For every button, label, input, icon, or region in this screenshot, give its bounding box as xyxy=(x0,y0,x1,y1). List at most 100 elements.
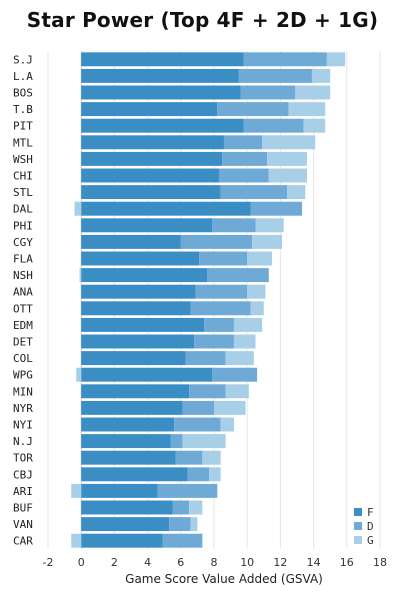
bar-tor-f xyxy=(81,450,176,465)
bar-stl-d xyxy=(220,185,288,200)
bar-edm-g xyxy=(233,317,263,332)
bar-buf-d xyxy=(172,500,190,515)
bar-mtl-d xyxy=(223,135,263,150)
x-tick-label: 18 xyxy=(373,556,387,569)
bar-nsh-f xyxy=(81,268,208,283)
x-tick-label: 10 xyxy=(240,556,254,569)
bar-phi-f xyxy=(81,218,213,233)
legend-label-g: G xyxy=(367,534,374,547)
bar-wsh-d xyxy=(222,151,268,166)
bar-pit-g xyxy=(303,118,326,133)
bar-det-f xyxy=(81,334,195,349)
bar-nj-g xyxy=(182,434,226,449)
legend-swatch-g xyxy=(354,536,362,544)
bar-cgy-f xyxy=(81,234,181,249)
team-label: FLA xyxy=(13,253,33,266)
x-tick-label: -2 xyxy=(43,556,54,569)
legend-swatch-d xyxy=(354,522,362,530)
team-label: DAL xyxy=(13,203,33,216)
bar-tor-d xyxy=(175,450,203,465)
x-tick-label: 14 xyxy=(307,556,321,569)
bar-nyr-g xyxy=(214,400,246,415)
bar-stl-f xyxy=(81,185,221,200)
bar-nj-f xyxy=(81,434,171,449)
team-label: NSH xyxy=(13,269,33,282)
bar-chi-d xyxy=(218,168,269,183)
team-label: PHI xyxy=(13,219,33,232)
bar-min-f xyxy=(81,384,190,399)
team-label: STL xyxy=(13,186,33,199)
bar-det-g xyxy=(233,334,256,349)
bar-dal-g xyxy=(74,201,82,216)
team-label: WPG xyxy=(13,369,33,382)
team-label: DET xyxy=(13,336,33,349)
bar-nsh-d xyxy=(207,268,269,283)
chart-title: Star Power (Top 4F + 2D + 1G) xyxy=(26,8,379,32)
team-label: NYR xyxy=(13,402,33,415)
x-tick-label: 12 xyxy=(273,556,287,569)
bar-sj-f xyxy=(81,52,244,67)
bar-nyi-d xyxy=(174,417,221,432)
team-label: CGY xyxy=(13,236,33,249)
bar-cbj-d xyxy=(187,467,210,482)
bar-buf-f xyxy=(81,500,173,515)
bar-fla-g xyxy=(247,251,273,266)
team-label: MTL xyxy=(13,136,33,149)
bar-col-d xyxy=(185,351,226,366)
bar-car-d xyxy=(162,533,203,548)
bar-ana-f xyxy=(81,284,196,299)
bar-mtl-g xyxy=(262,135,316,150)
bar-fla-d xyxy=(199,251,248,266)
x-tick-label: 2 xyxy=(111,556,118,569)
bar-pit-f xyxy=(81,118,244,133)
team-label: EDM xyxy=(13,319,33,332)
bar-stl-g xyxy=(287,185,306,200)
team-label: NYI xyxy=(13,419,33,432)
x-tick-label: 8 xyxy=(211,556,218,569)
bar-ana-g xyxy=(247,284,266,299)
bar-nyi-f xyxy=(81,417,175,432)
team-label: TOR xyxy=(13,452,33,465)
x-tick-label: 4 xyxy=(144,556,151,569)
grid-lines xyxy=(47,51,381,549)
bar-cbj-g xyxy=(209,467,221,482)
bar-la-f xyxy=(81,68,239,83)
team-label: CBJ xyxy=(13,468,33,481)
x-tick-label: 0 xyxy=(78,556,85,569)
bar-min-g xyxy=(225,384,249,399)
bar-group xyxy=(71,52,346,548)
bar-car-f xyxy=(81,533,163,548)
team-label: ARI xyxy=(13,485,33,498)
x-tick-label: 6 xyxy=(177,556,184,569)
legend-swatch-f xyxy=(354,508,362,516)
bar-bos-f xyxy=(81,85,241,100)
team-label: MIN xyxy=(13,385,33,398)
legend: FDG xyxy=(354,506,374,547)
bar-col-f xyxy=(81,351,186,366)
bar-wsh-f xyxy=(81,151,223,166)
bar-la-d xyxy=(238,68,312,83)
bar-phi-d xyxy=(212,218,256,233)
legend-label-f: F xyxy=(367,506,374,519)
bar-ott-f xyxy=(81,301,191,316)
team-label: N.J xyxy=(13,435,33,448)
team-label: BUF xyxy=(13,502,33,515)
x-axis-title: Game Score Value Added (GSVA) xyxy=(125,572,323,586)
team-label: S.J xyxy=(13,53,33,66)
bar-car-g xyxy=(71,533,82,548)
legend-label-d: D xyxy=(367,520,374,533)
bar-ana-d xyxy=(195,284,248,299)
bar-dal-f xyxy=(81,201,251,216)
bar-ott-d xyxy=(190,301,251,316)
team-label: VAN xyxy=(13,518,33,531)
bar-bos-g xyxy=(295,85,331,100)
team-label: WSH xyxy=(13,153,33,166)
bar-col-g xyxy=(225,351,254,366)
bar-van-f xyxy=(81,517,170,532)
bar-dal-d xyxy=(250,201,302,216)
bar-la-g xyxy=(311,68,331,83)
bar-cgy-g xyxy=(252,234,283,249)
bar-nyr-d xyxy=(182,400,214,415)
team-labels: S.J L.A BOS T.B PIT MTL WSH CHI STL DAL PHI CGY FLA N… xyxy=(13,53,33,547)
